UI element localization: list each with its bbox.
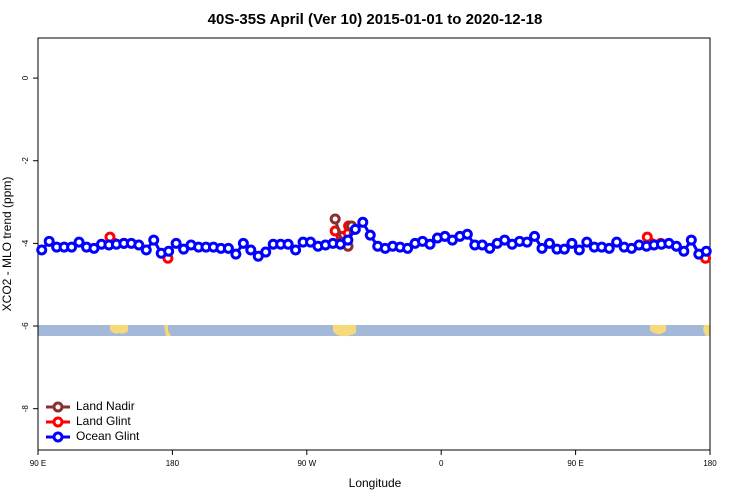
point [558, 243, 570, 255]
x-tick-label: 0 [439, 459, 444, 468]
point [260, 246, 272, 258]
point [245, 244, 257, 256]
y-tick-label: 0 [21, 75, 30, 80]
point [521, 236, 533, 248]
point [424, 238, 436, 250]
y-tick-label: -6 [21, 322, 30, 330]
point [230, 248, 242, 260]
point [282, 238, 294, 250]
point [170, 237, 182, 249]
point [685, 234, 697, 246]
point [581, 236, 593, 248]
point [543, 237, 555, 249]
point [290, 244, 302, 256]
point [163, 245, 175, 257]
point [536, 242, 548, 254]
point [700, 245, 712, 257]
legend-marker [52, 416, 64, 428]
point [484, 242, 496, 254]
x-tick-label: 180 [703, 459, 717, 468]
chart-title: 40S-35S April (Ver 10) 2015-01-01 to 202… [208, 11, 543, 28]
point [140, 244, 152, 256]
point [611, 236, 623, 248]
point [36, 244, 48, 256]
y-axis-label: XCO2 - MLO trend (ppm) [0, 177, 14, 312]
legend-marker [52, 431, 64, 443]
point [573, 244, 585, 256]
y-tick-label: -2 [21, 157, 30, 165]
legend-marker [52, 401, 64, 413]
point [349, 223, 361, 235]
point [222, 242, 234, 254]
point [329, 213, 341, 225]
point [364, 229, 376, 241]
x-tick-label: 180 [166, 459, 180, 468]
point [678, 245, 690, 257]
point [133, 239, 145, 251]
point [342, 234, 354, 246]
plot-frame [37, 37, 711, 451]
x-tick-label: 90 E [30, 459, 46, 468]
point [43, 235, 55, 247]
point [670, 240, 682, 252]
point [66, 241, 78, 253]
y-tick-label: -8 [21, 405, 30, 413]
legend-label: Land Nadir [76, 399, 135, 413]
x-axis-label: Longitude [349, 476, 402, 490]
point [237, 237, 249, 249]
point [603, 242, 615, 254]
point [641, 231, 653, 243]
point [461, 228, 473, 240]
legend-label: Ocean Glint [76, 429, 140, 443]
legend-label: Land Glint [76, 414, 131, 428]
y-tick-label: -4 [21, 239, 30, 247]
point [73, 236, 85, 248]
point [402, 242, 414, 254]
x-tick-label: 90 W [297, 459, 316, 468]
x-tick-label: 90 E [567, 459, 583, 468]
land-strip [38, 325, 710, 337]
point [529, 230, 541, 242]
point [357, 216, 369, 228]
point [148, 234, 160, 246]
point [566, 237, 578, 249]
